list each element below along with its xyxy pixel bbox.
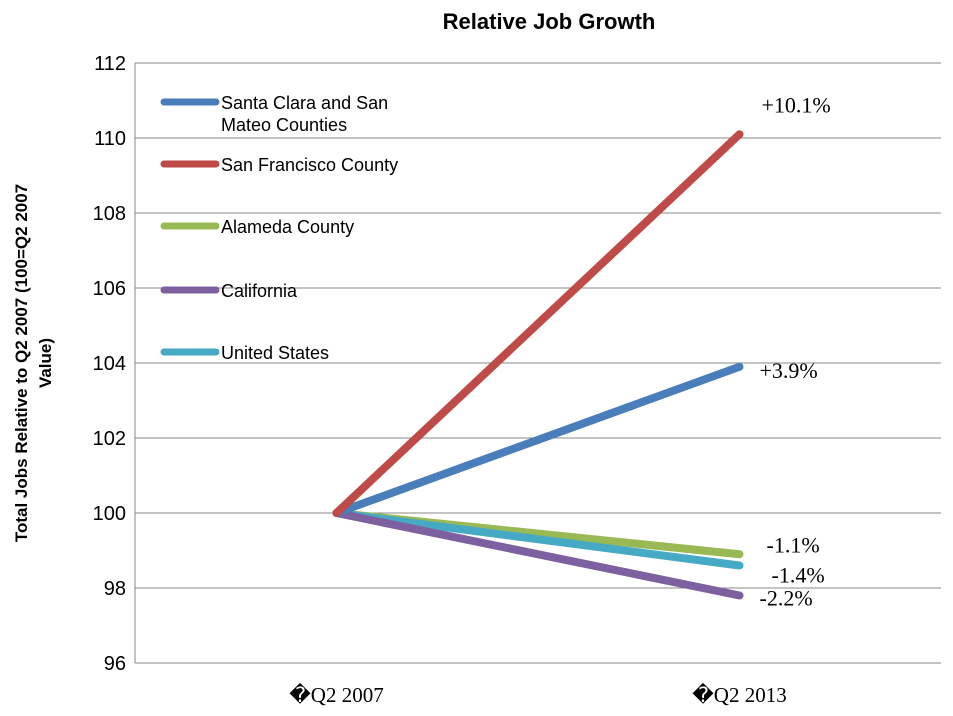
series-lines	[332, 130, 744, 600]
y-tick-labels: 96 98 100 102 104 106 108 110 112	[93, 53, 126, 675]
x-tick-label: �Q2 2007	[289, 682, 383, 707]
series-line	[332, 130, 744, 517]
legend-label: California	[221, 281, 298, 301]
end-labels: +3.9% +10.1% -1.1% -2.2%-1.4%	[760, 92, 831, 610]
x-tick-label: �Q2 2013	[692, 682, 786, 707]
y-axis-label-line: Total Jobs Relative to Q2 2007 (100=Q2 2…	[12, 184, 31, 542]
legend-label: United States	[221, 343, 329, 363]
y-tick-label: 100	[93, 503, 126, 525]
data-label: +10.1%	[762, 92, 831, 117]
axes	[134, 63, 941, 664]
series-line	[332, 362, 744, 517]
y-tick-label: 108	[93, 203, 126, 225]
y-tick-label: 98	[104, 578, 126, 600]
x-tick-labels: �Q2 2007 �Q2 2013	[289, 682, 786, 707]
legend-label: Alameda County	[221, 217, 354, 237]
series-line	[332, 509, 744, 600]
y-tick-label: 106	[93, 278, 126, 300]
data-label: -2.2%	[760, 586, 813, 611]
y-tick-label: 112	[94, 53, 126, 75]
y-tick-label: 104	[93, 353, 126, 375]
series-line	[332, 509, 744, 570]
data-label: -1.1%	[767, 532, 820, 557]
legend-label: Mateo Counties	[221, 115, 347, 135]
y-axis-label: Total Jobs Relative to Q2 2007 (100=Q2 2…	[12, 184, 55, 542]
data-label: +3.9%	[760, 358, 818, 383]
chart-title: Relative Job Growth	[443, 9, 656, 34]
data-label: -1.4%	[772, 563, 825, 588]
y-tick-label: 110	[94, 128, 126, 150]
y-axis-label-line: Value)	[36, 338, 55, 388]
legend-label: Santa Clara and San	[221, 93, 388, 113]
y-tick-label: 96	[104, 653, 126, 675]
legend-label: San Francisco County	[221, 155, 398, 175]
y-tick-label: 102	[93, 428, 126, 450]
